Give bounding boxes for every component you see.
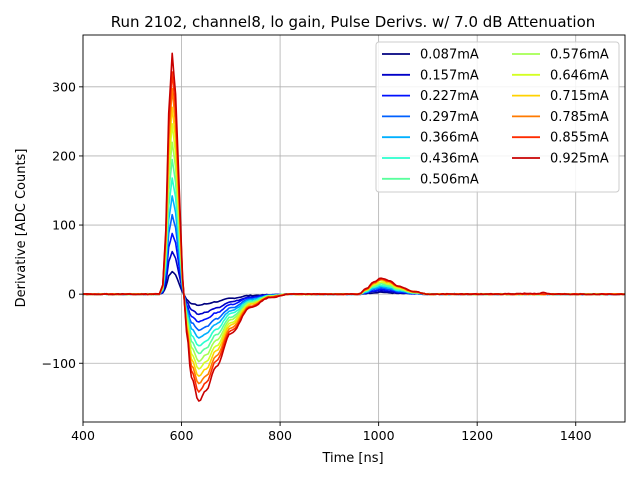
- x-tick-label: 400: [71, 428, 95, 443]
- legend-label: 0.227mA: [420, 89, 479, 104]
- chart-title: Run 2102, channel8, lo gain, Pulse Deriv…: [111, 13, 596, 31]
- y-tick-label: 100: [52, 218, 76, 233]
- legend-label: 0.925mA: [550, 152, 609, 167]
- legend-label: 0.715mA: [550, 89, 609, 104]
- legend-box: [375, 41, 620, 193]
- legend-label: 0.576mA: [550, 48, 609, 63]
- x-tick-label: 800: [268, 428, 292, 443]
- x-tick-label: 1200: [461, 428, 493, 443]
- y-tick-label: 200: [52, 148, 76, 163]
- plot-frame: [82, 34, 626, 423]
- legend-label: 0.366mA: [420, 131, 479, 146]
- series-line-0.925mA: [82, 52, 626, 402]
- legend-label: 0.297mA: [420, 110, 479, 125]
- legend-label: 0.436mA: [420, 152, 479, 167]
- x-axis-title: Time [ns]: [321, 451, 383, 466]
- legend-label: 0.855mA: [550, 131, 609, 146]
- plot-area: 400 600 800 1000 1200 1400 −100 0 100 200 300 0.087…: [42, 34, 626, 443]
- x-tick-label: 600: [170, 428, 194, 443]
- y-tick-label: 300: [52, 79, 76, 94]
- x-tick-label: 1000: [363, 428, 395, 443]
- legend-label: 0.506mA: [420, 172, 479, 187]
- y-tick-label: 0: [68, 287, 76, 302]
- legend-label: 0.087mA: [420, 48, 479, 63]
- x-tick-label: 1400: [560, 428, 592, 443]
- legend-label: 0.157mA: [420, 68, 479, 83]
- y-tick-label: −100: [42, 356, 76, 371]
- legend-label: 0.785mA: [550, 110, 609, 125]
- y-axis-title: Derivative [ADC Counts]: [14, 149, 29, 308]
- legend-label: 0.646mA: [550, 68, 609, 83]
